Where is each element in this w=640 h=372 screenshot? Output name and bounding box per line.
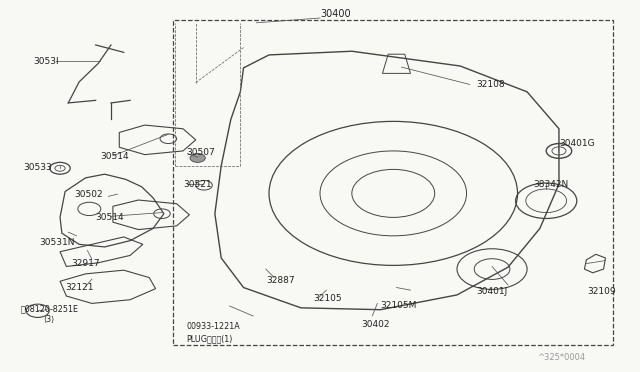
Text: ^325*0004: ^325*0004 bbox=[537, 353, 585, 362]
Text: 30400: 30400 bbox=[320, 9, 351, 19]
Text: 30533: 30533 bbox=[24, 163, 52, 172]
Text: 32917: 32917 bbox=[72, 259, 100, 268]
Text: 30507: 30507 bbox=[186, 148, 215, 157]
Text: 30401J: 30401J bbox=[476, 287, 508, 296]
Text: 30514: 30514 bbox=[100, 152, 129, 161]
Text: 32105: 32105 bbox=[314, 294, 342, 303]
Text: 3053l: 3053l bbox=[33, 57, 59, 66]
Text: 30531N: 30531N bbox=[40, 238, 75, 247]
Text: PLUGプラグ(1): PLUGプラグ(1) bbox=[186, 335, 232, 344]
Text: 30514: 30514 bbox=[96, 213, 124, 222]
Text: 30401G: 30401G bbox=[559, 139, 595, 148]
Text: 30521: 30521 bbox=[183, 180, 212, 189]
Text: 32108: 32108 bbox=[476, 80, 505, 89]
Text: Ⓑ08120-8251E: Ⓑ08120-8251E bbox=[20, 304, 79, 313]
Text: 32109: 32109 bbox=[588, 287, 616, 296]
Text: 32121: 32121 bbox=[65, 283, 93, 292]
Text: 30402: 30402 bbox=[362, 320, 390, 329]
Text: ⟨3⟩: ⟨3⟩ bbox=[43, 315, 54, 324]
Text: 30502: 30502 bbox=[75, 190, 103, 199]
Text: 32887: 32887 bbox=[266, 276, 294, 285]
Text: 00933-1221A: 00933-1221A bbox=[186, 322, 240, 331]
Text: 32105M: 32105M bbox=[381, 301, 417, 311]
Circle shape bbox=[190, 154, 205, 162]
Text: 38342N: 38342N bbox=[534, 180, 569, 189]
